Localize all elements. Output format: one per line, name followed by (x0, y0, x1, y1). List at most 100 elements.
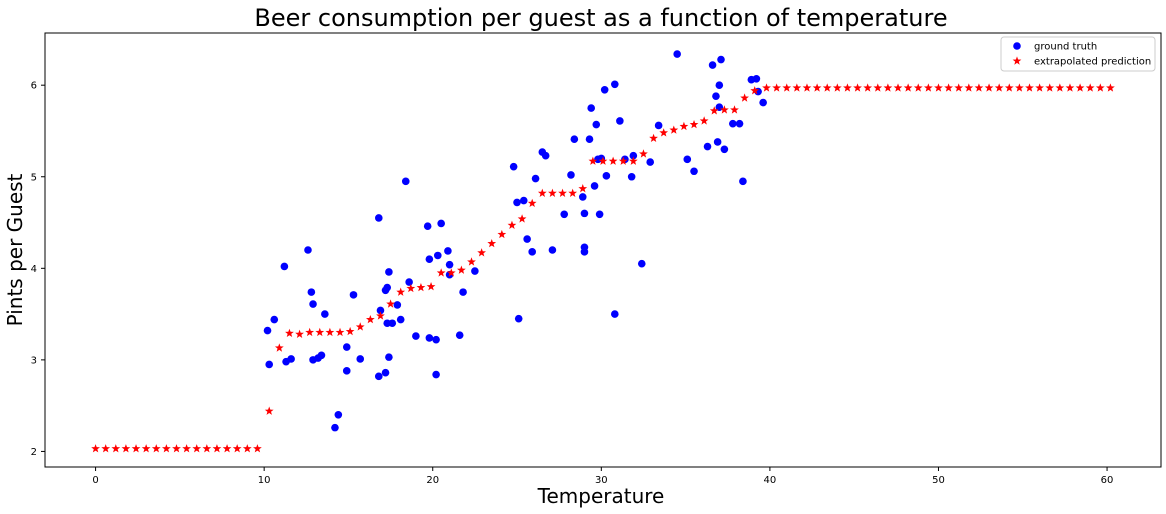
prediction-point (1075, 83, 1085, 92)
prediction-point (416, 282, 426, 292)
prediction-point (883, 83, 893, 92)
ground-truth-point (304, 246, 312, 254)
prediction-point (893, 83, 903, 92)
legend-box (1000, 36, 1156, 72)
ground-truth-point (713, 138, 722, 146)
ground-truth-point (703, 142, 712, 151)
ground-truth-point (342, 367, 351, 375)
ground-truth-point (455, 331, 464, 339)
ground-truth-point (381, 368, 390, 377)
ground-truth-point (374, 372, 383, 381)
ground-truth-point (514, 314, 523, 323)
prediction-point (659, 128, 669, 137)
ground-truth-point (309, 300, 317, 308)
ground-truth-point (401, 177, 410, 186)
y-tick-label: 4 (31, 264, 37, 275)
prediction-point (598, 156, 608, 165)
ground-truth-point (423, 222, 432, 230)
ground-truth-point (459, 288, 467, 296)
ground-truth-point (637, 259, 646, 268)
prediction-point (315, 327, 325, 337)
ground-truth-point (383, 283, 392, 292)
prediction-point (964, 83, 974, 92)
prediction-point (934, 83, 943, 92)
ground-truth-point (444, 247, 452, 255)
prediction-point (994, 83, 1004, 92)
prediction-point (832, 83, 842, 92)
ground-truth-point (317, 351, 326, 360)
prediction-point (588, 156, 598, 165)
ground-truth-point (759, 98, 767, 107)
legend-ground-truth-label: ground truth (1034, 42, 1097, 53)
ground-truth-point (611, 80, 619, 89)
ground-truth-point (265, 360, 274, 369)
prediction-point (802, 83, 812, 92)
ground-truth-point (654, 121, 663, 130)
ground-truth-point (531, 174, 540, 183)
ground-truth-point (432, 370, 440, 379)
prediction-point (345, 326, 355, 336)
legend-prediction-label: extrapolated prediction (1034, 57, 1151, 68)
prediction-point (325, 327, 335, 337)
prediction-point (202, 444, 212, 453)
prediction-point (1065, 83, 1075, 92)
prediction-point (1025, 83, 1034, 92)
prediction-point (873, 83, 883, 92)
prediction-point (618, 156, 628, 165)
prediction-point (162, 444, 171, 453)
y-axis-label: Pints per Guest (3, 173, 27, 326)
ground-truth-point (717, 55, 725, 64)
prediction-point (264, 406, 274, 415)
ground-truth-point (600, 85, 609, 94)
prediction-point (944, 83, 953, 92)
ground-truth-point (720, 145, 729, 154)
prediction-point (285, 328, 294, 338)
y-tick-label: 5 (31, 172, 37, 183)
ground-truth-point (690, 167, 698, 176)
prediction-point (537, 188, 547, 197)
prediction-point (386, 299, 395, 308)
ground-truth-point (739, 177, 747, 186)
prediction-point (467, 257, 476, 266)
ground-truth-point (729, 119, 737, 128)
ground-truth-point (321, 310, 329, 318)
ground-truth-point (388, 319, 397, 328)
prediction-point (740, 93, 749, 102)
ground-truth-point (342, 343, 351, 351)
y-tick-label: 2 (31, 447, 37, 458)
prediction-point (669, 125, 679, 134)
ground-truth-point (433, 251, 442, 260)
ground-truth-point (602, 172, 611, 180)
ground-truth-point (270, 315, 279, 324)
x-axis-label: Temperature (537, 484, 665, 508)
prediction-point (295, 329, 304, 338)
prediction-point (843, 83, 852, 92)
prediction-point (232, 444, 242, 453)
prediction-point (212, 444, 222, 453)
prediction-point (568, 188, 578, 197)
prediction-point (782, 83, 792, 92)
prediction-point (709, 106, 719, 115)
prediction-point (1085, 83, 1095, 92)
prediction-point (355, 322, 365, 331)
ground-truth-point (627, 172, 636, 181)
prediction-point (111, 444, 121, 453)
prediction-point (222, 444, 232, 453)
ground-truth-point (683, 155, 692, 164)
prediction-point (822, 83, 832, 92)
ground-truth-point (735, 119, 744, 128)
prediction-point (436, 268, 446, 277)
ground-truth-point (307, 288, 316, 296)
ground-truth-point (629, 151, 638, 160)
ground-truth-point (445, 260, 454, 269)
prediction-point (446, 268, 456, 277)
x-tick-label: 50 (932, 475, 945, 486)
prediction-point (305, 327, 315, 337)
y-tick-label: 6 (31, 81, 37, 92)
ground-truth-point (548, 246, 557, 254)
ground-truth-point (541, 151, 550, 160)
ground-truth-point (708, 61, 717, 69)
ground-truth-point (356, 355, 365, 363)
prediction-point (608, 156, 618, 165)
